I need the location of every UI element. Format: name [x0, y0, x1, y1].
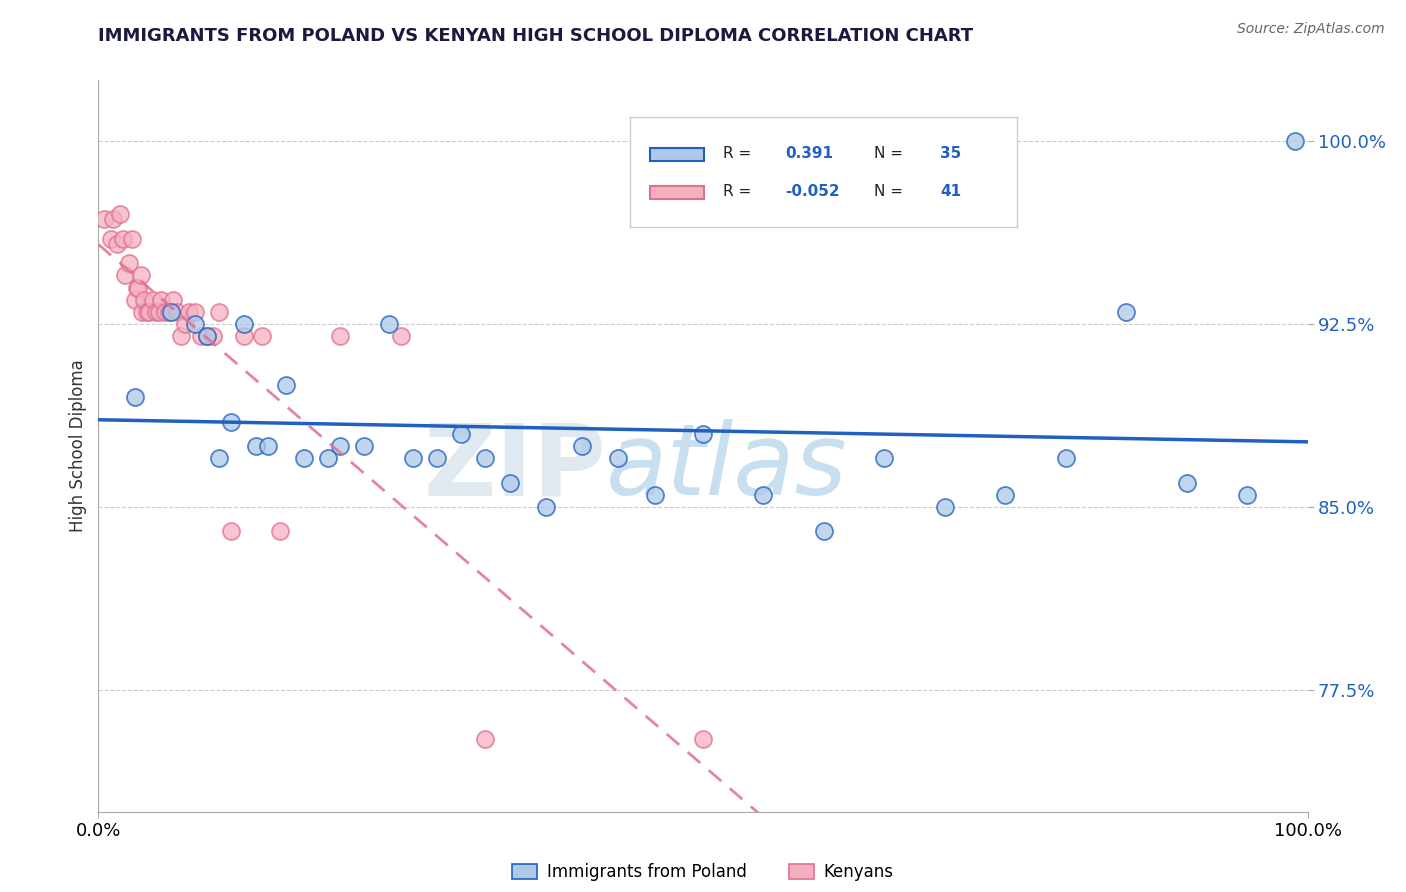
- Point: [129, 268, 152, 283]
- Point: [607, 451, 630, 466]
- Point: [101, 212, 124, 227]
- Point: [184, 317, 207, 331]
- Point: [100, 232, 122, 246]
- Point: [250, 329, 273, 343]
- Point: [160, 305, 183, 319]
- Point: [474, 731, 496, 746]
- Point: [873, 451, 896, 466]
- Point: [274, 378, 297, 392]
- Point: [127, 280, 149, 294]
- Point: [1054, 451, 1077, 466]
- Point: [153, 305, 176, 319]
- Point: [232, 317, 254, 331]
- Point: [498, 475, 520, 490]
- Point: [111, 232, 134, 246]
- Point: [377, 317, 399, 331]
- Point: [221, 524, 243, 539]
- Point: [150, 293, 173, 307]
- Point: [256, 439, 278, 453]
- Point: [402, 451, 425, 466]
- Point: [195, 329, 218, 343]
- Text: atlas: atlas: [606, 419, 848, 516]
- Point: [145, 305, 167, 319]
- Point: [534, 500, 557, 514]
- Point: [426, 451, 449, 466]
- Y-axis label: High School Diploma: High School Diploma: [69, 359, 87, 533]
- Point: [202, 329, 225, 343]
- Point: [752, 488, 775, 502]
- Point: [389, 329, 412, 343]
- Point: [644, 488, 666, 502]
- Point: [571, 439, 593, 453]
- Point: [316, 451, 339, 466]
- Point: [118, 256, 141, 270]
- Point: [114, 268, 136, 283]
- Point: [131, 305, 153, 319]
- Point: [184, 305, 207, 319]
- Point: [195, 329, 218, 343]
- Point: [108, 207, 131, 221]
- Point: [166, 305, 188, 319]
- Point: [127, 280, 149, 294]
- Point: [292, 451, 315, 466]
- Point: [169, 329, 191, 343]
- Point: [1175, 475, 1198, 490]
- Point: [121, 232, 143, 246]
- Point: [450, 426, 472, 441]
- Point: [329, 439, 352, 453]
- Legend: Immigrants from Poland, Kenyans: Immigrants from Poland, Kenyans: [506, 856, 900, 888]
- Point: [232, 329, 254, 343]
- Point: [142, 293, 165, 307]
- Point: [934, 500, 956, 514]
- Point: [124, 293, 146, 307]
- Point: [177, 305, 201, 319]
- Point: [174, 317, 197, 331]
- Text: ZIP: ZIP: [423, 419, 606, 516]
- Point: [162, 293, 184, 307]
- Point: [124, 390, 146, 404]
- Point: [148, 305, 170, 319]
- Point: [353, 439, 375, 453]
- Text: Source: ZipAtlas.com: Source: ZipAtlas.com: [1237, 22, 1385, 37]
- Point: [1236, 488, 1258, 502]
- Point: [93, 212, 115, 227]
- Point: [157, 305, 180, 319]
- Point: [221, 415, 243, 429]
- Point: [1115, 305, 1137, 319]
- Point: [994, 488, 1017, 502]
- Point: [138, 305, 160, 319]
- Point: [208, 451, 231, 466]
- Point: [474, 451, 496, 466]
- Point: [692, 426, 714, 441]
- Point: [692, 731, 714, 746]
- Text: IMMIGRANTS FROM POLAND VS KENYAN HIGH SCHOOL DIPLOMA CORRELATION CHART: IMMIGRANTS FROM POLAND VS KENYAN HIGH SC…: [98, 27, 973, 45]
- Point: [1284, 134, 1306, 148]
- Point: [105, 236, 128, 251]
- Point: [208, 305, 231, 319]
- Point: [134, 293, 156, 307]
- Point: [190, 329, 212, 343]
- Point: [245, 439, 267, 453]
- Point: [135, 305, 157, 319]
- Point: [329, 329, 352, 343]
- Point: [813, 524, 835, 539]
- Point: [269, 524, 291, 539]
